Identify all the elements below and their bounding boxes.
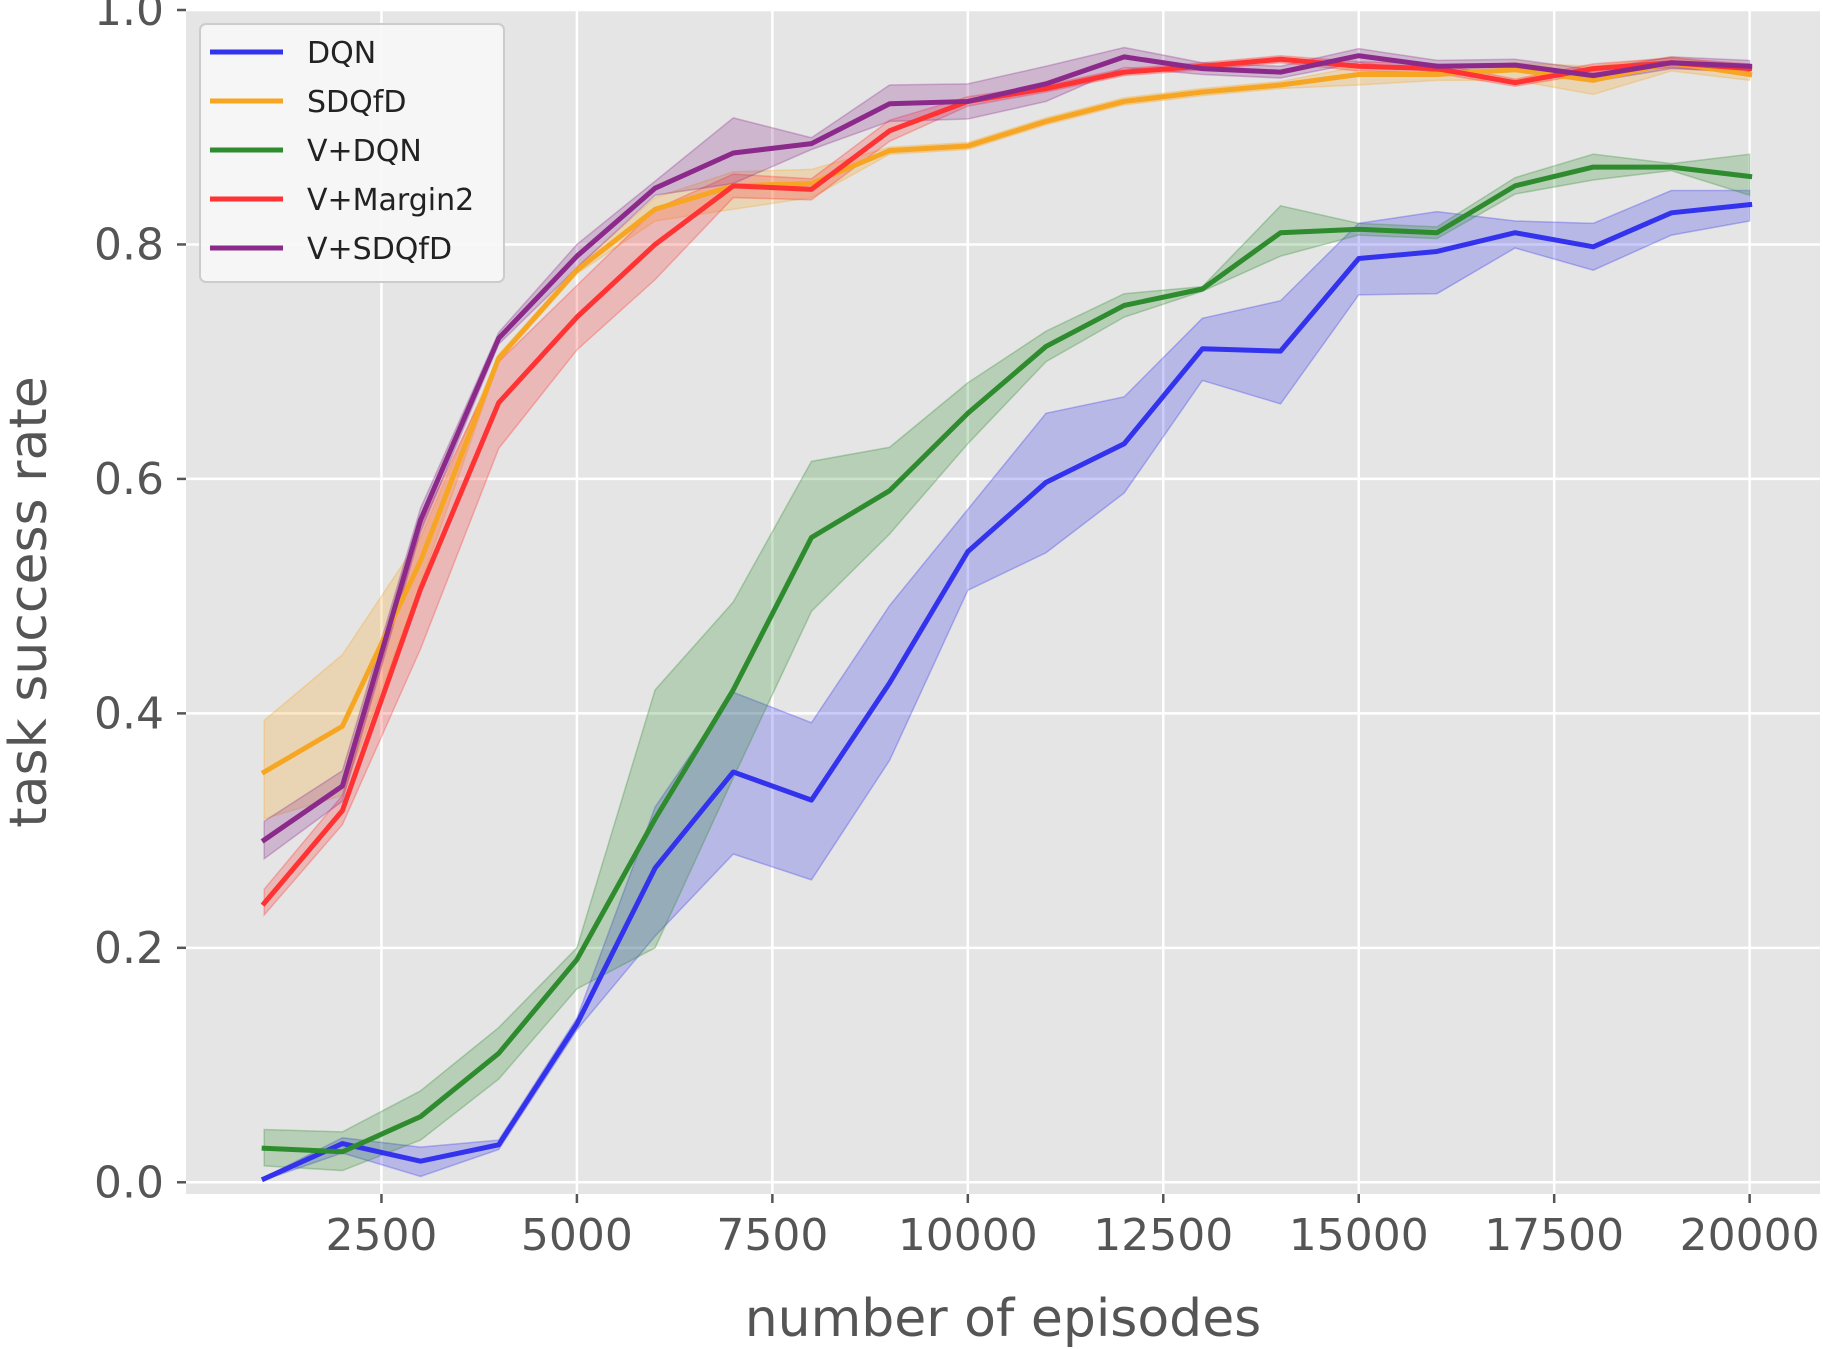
line-v-sdqfd	[260, 53, 1753, 844]
y-axis: 0.0 0.2 0.4 0.6 0.8 1.0	[94, 0, 186, 1208]
x-tick-label: 17500	[1484, 1210, 1624, 1261]
x-axis-title: number of episodes	[745, 1289, 1262, 1349]
y-tick-label: 0.0	[94, 1157, 164, 1208]
x-tick-label: 5000	[521, 1210, 633, 1261]
line-v-dqn	[261, 164, 1753, 1155]
y-axis-title: task success rate	[0, 376, 59, 828]
grid	[186, 8, 1820, 1194]
y-tick-label: 1.0	[94, 0, 164, 36]
legend-label: SDQfD	[307, 85, 406, 120]
y-tick-label: 0.6	[94, 454, 164, 505]
y-tick-label: 0.4	[94, 688, 164, 739]
y-tick-label: 0.8	[94, 219, 164, 270]
legend-label: DQN	[307, 36, 376, 71]
y-tick-label: 0.2	[94, 923, 164, 974]
legend: DQN SDQfD V+DQN V+Margin2 V+SDQfD	[199, 23, 505, 283]
x-tick-label: 7500	[716, 1210, 828, 1261]
legend-box	[199, 23, 505, 283]
x-tick-label: 12500	[1093, 1210, 1233, 1261]
x-tick-label: 10000	[898, 1210, 1038, 1261]
series-lines	[260, 53, 1753, 1183]
x-axis: 2500 5000 7500 10000 12500 15000 17500 20000	[325, 1194, 1820, 1261]
line-sdqfd	[260, 60, 1753, 776]
band-sdqfd	[263, 56, 1751, 820]
line-dqn	[260, 201, 1753, 1183]
legend-label: V+SDQfD	[307, 232, 452, 267]
x-tick-label: 2500	[325, 1210, 437, 1261]
x-tick-label: 15000	[1289, 1210, 1429, 1261]
x-tick-label: 20000	[1680, 1210, 1820, 1261]
legend-label: V+DQN	[307, 134, 422, 169]
legend-label: V+Margin2	[307, 183, 474, 218]
band-dqn	[263, 189, 1751, 1181]
band-v-dqn	[263, 153, 1751, 1172]
